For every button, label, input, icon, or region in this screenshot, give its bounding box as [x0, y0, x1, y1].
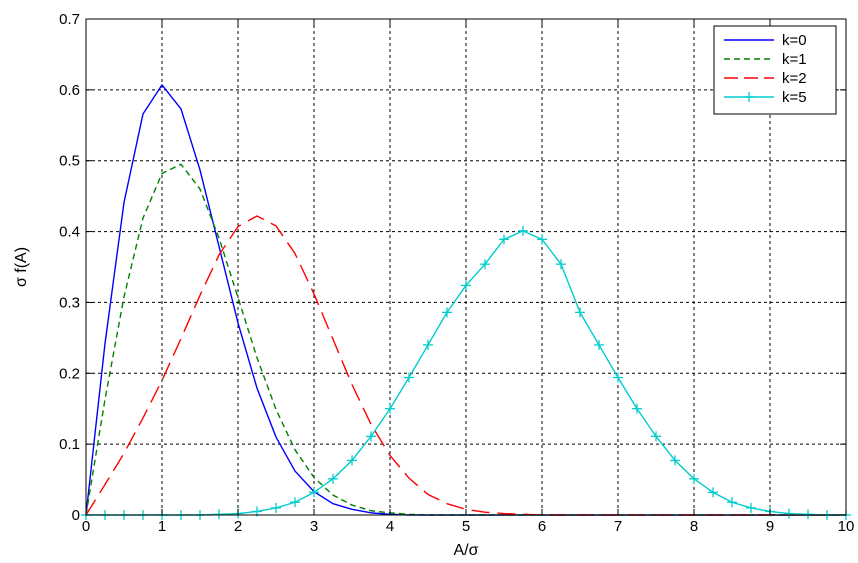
point-k=5-31 — [670, 455, 680, 466]
legend-entry-k=1: k=1 — [724, 51, 807, 68]
point-k=5-21 — [480, 259, 490, 270]
legend-entry-k=0: k=0 — [724, 32, 807, 49]
x-tick-label-6: 6 — [538, 518, 546, 535]
point-k=5-13 — [328, 473, 338, 484]
y-axis-label: σ f(A) — [13, 247, 30, 287]
legend-label-k=2: k=2 — [782, 70, 807, 87]
x-tick-label-7: 7 — [614, 518, 622, 535]
x-tick-label-0: 0 — [82, 518, 90, 535]
legend-entry-k=2: k=2 — [724, 70, 807, 87]
point-k=5-16 — [385, 403, 395, 414]
point-k=5-26 — [575, 307, 585, 318]
y-tick-label-3: 0.3 — [59, 294, 80, 311]
legend-label-k=0: k=0 — [782, 32, 807, 49]
series-k=0 — [85, 84, 846, 516]
legend-label-k=5: k=5 — [782, 89, 807, 106]
point-k=5-14 — [347, 455, 357, 466]
point-k=5-12 — [309, 487, 319, 498]
point-k=5-18 — [423, 339, 433, 350]
y-tick-label-0: 0 — [72, 507, 80, 524]
x-tick-label-2: 2 — [234, 518, 242, 535]
legend-label-k=1: k=1 — [782, 51, 807, 68]
point-k=5-37 — [784, 508, 794, 519]
point-k=5-11 — [290, 497, 300, 508]
y-tick-label-4: 0.4 — [59, 224, 80, 241]
x-tick-label-3: 3 — [310, 518, 318, 535]
y-tick-label-5: 0.5 — [59, 153, 80, 170]
point-k=5-28 — [613, 372, 623, 383]
point-k=5-17 — [404, 372, 414, 383]
legend: k=0 k=1 k=2 k=5 — [713, 25, 837, 115]
point-k=5-19 — [442, 307, 452, 318]
point-k=5-30 — [651, 431, 661, 442]
point-k=5-7 — [214, 509, 224, 520]
point-k=5-20 — [461, 280, 471, 291]
legend-box — [713, 25, 837, 115]
x-tick-label-5: 5 — [462, 518, 470, 535]
axis-ticks: 0 1 2 3 4 5 6 7 8 9 10 0 0.1 0.2 0.3 0.4 0.5 0.6 0.7 — [59, 11, 854, 535]
grid — [86, 19, 846, 515]
point-k=5-24 — [537, 234, 547, 245]
y-tick-label-1: 0.1 — [59, 436, 80, 453]
y-tick-label-6: 0.6 — [59, 82, 80, 99]
point-k=5-29 — [632, 403, 642, 414]
x-axis-label: A/σ — [454, 542, 479, 559]
point-k=5-22 — [499, 234, 509, 245]
x-tick-label-4: 4 — [386, 518, 394, 535]
legend-entry-k=5: k=5 — [724, 89, 807, 106]
point-k=5-23 — [518, 225, 528, 236]
point-k=5-32 — [689, 473, 699, 484]
point-k=5-35 — [746, 502, 756, 513]
point-k=5-25 — [556, 259, 566, 270]
point-k=5-27 — [594, 339, 604, 350]
x-tick-label-10: 10 — [838, 518, 855, 535]
point-k=5-10 — [271, 502, 281, 513]
point-k=5-38 — [803, 509, 813, 520]
point-k=5-34 — [727, 497, 737, 508]
point-k=5-15 — [366, 431, 376, 442]
y-tick-label-7: 0.7 — [59, 11, 80, 28]
x-tick-label-9: 9 — [766, 518, 774, 535]
x-tick-label-1: 1 — [158, 518, 166, 535]
y-tick-label-2: 0.2 — [59, 365, 80, 382]
point-k=5-33 — [708, 487, 718, 498]
series-line-k=0 — [85, 84, 846, 516]
x-tick-label-8: 8 — [690, 518, 698, 535]
